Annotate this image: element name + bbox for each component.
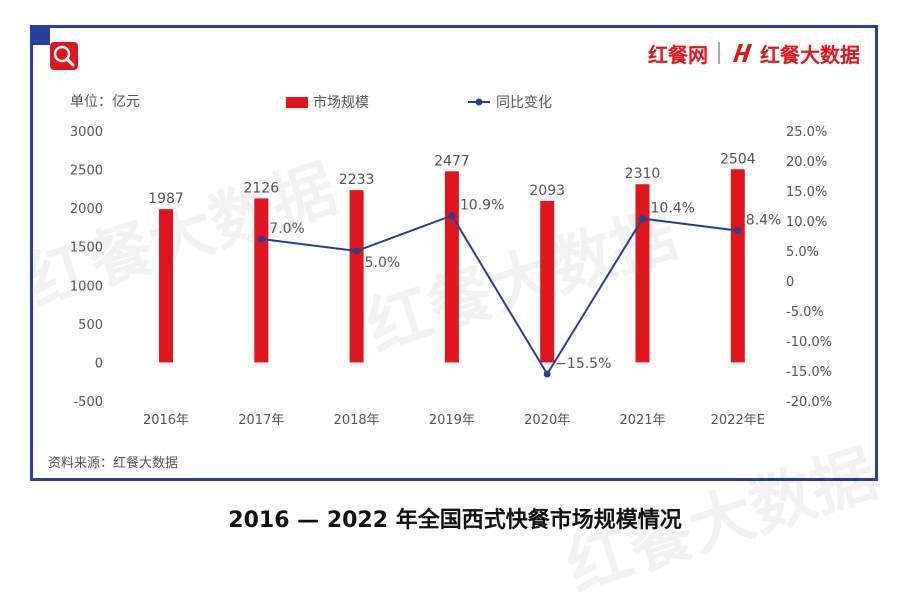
x-tick-label: 2016年 xyxy=(143,413,189,428)
brand-name: 红餐网 xyxy=(648,42,708,67)
y-left-tick-label: 500 xyxy=(78,318,103,333)
line-value-label: 8.4% xyxy=(746,213,782,229)
x-tick-label: 2021年 xyxy=(619,413,665,428)
legend-bar-label: 市场规模 xyxy=(313,94,369,111)
y-left-tick-label: 3000 xyxy=(70,125,103,140)
brand-sub: 红餐大数据 xyxy=(730,39,860,68)
bar xyxy=(540,200,555,363)
y-left-tick-label: 1000 xyxy=(70,279,103,294)
frame-corner xyxy=(30,25,50,45)
bar-value-label: 2504 xyxy=(720,151,756,167)
y-right-tick-label: 25.0% xyxy=(786,125,827,140)
bar xyxy=(349,190,364,363)
bar xyxy=(635,184,650,363)
chart: 单位：亿元 市场规模 同比变化 3000 2500 2000 1500 1000 500 0 -50… xyxy=(70,94,832,428)
y-right-tick-label: 15.0% xyxy=(786,185,827,200)
source-note: 资料来源：红餐大数据 xyxy=(48,456,179,471)
search-icon xyxy=(50,42,78,70)
y-left-tick-label: 2500 xyxy=(70,164,103,179)
brand-sub-name: 红餐大数据 xyxy=(760,42,860,67)
x-tick-label: 2018年 xyxy=(334,413,380,428)
y-right-tick-label: -5.0% xyxy=(786,305,824,320)
y-right-tick-label: 10.0% xyxy=(786,215,827,230)
line-value-label: 10.4% xyxy=(651,201,695,217)
y-right-tick-label: 20.0% xyxy=(786,155,827,170)
line-point xyxy=(353,247,361,255)
line-point xyxy=(257,235,265,243)
y-left-tick-label: -500 xyxy=(73,395,103,410)
figure-caption: 2016 — 2022 年全国西式快餐市场规模情况 xyxy=(228,508,682,533)
legend-line-label: 同比变化 xyxy=(496,95,552,111)
x-tick-label: 2022年E xyxy=(711,413,765,428)
line-value-label: 10.9% xyxy=(460,198,504,214)
bar-value-label: 2126 xyxy=(243,180,279,196)
bar-value-label: 2233 xyxy=(339,172,375,188)
line-value-label: 7.0% xyxy=(269,221,305,237)
bar xyxy=(254,198,269,363)
x-tick-label: 2020年 xyxy=(524,413,570,428)
bar xyxy=(444,171,459,363)
y-left-tick-label: 2000 xyxy=(70,202,103,217)
y-right-tick-label: -20.0% xyxy=(786,395,832,410)
x-tick-label: 2019年 xyxy=(429,413,475,428)
y-left-tick-label: 1500 xyxy=(70,241,103,256)
series-line xyxy=(261,214,738,376)
y-right-tick-label: -10.0% xyxy=(786,335,832,350)
brand-divider xyxy=(718,42,720,64)
bar xyxy=(730,169,745,363)
unit-label: 单位：亿元 xyxy=(70,94,140,110)
bar-value-label: 2477 xyxy=(434,153,470,169)
line-point xyxy=(639,215,646,223)
legend-bar-swatch xyxy=(286,97,308,108)
line-point xyxy=(734,227,742,235)
y-right-tick-label: 0 xyxy=(786,275,794,290)
line-value-label: −15.5% xyxy=(555,356,611,372)
brand-mark-icon xyxy=(733,44,752,62)
legend-line-marker xyxy=(475,98,483,106)
bar-value-label: 2310 xyxy=(625,166,661,182)
x-tick-label: 2017年 xyxy=(238,413,284,428)
line-point xyxy=(448,212,456,220)
bar xyxy=(159,209,173,363)
line-value-label: 5.0% xyxy=(365,255,401,271)
bar-value-label: 1987 xyxy=(148,191,184,207)
brand-logo: 红餐网 红餐大数据 xyxy=(648,38,860,68)
y-right-tick-label: -15.0% xyxy=(786,365,832,380)
y-right-tick-label: 5.0% xyxy=(786,245,819,260)
bar-value-label: 2093 xyxy=(529,183,565,199)
line-point xyxy=(543,370,551,378)
y-left-tick-label: 0 xyxy=(95,356,103,371)
